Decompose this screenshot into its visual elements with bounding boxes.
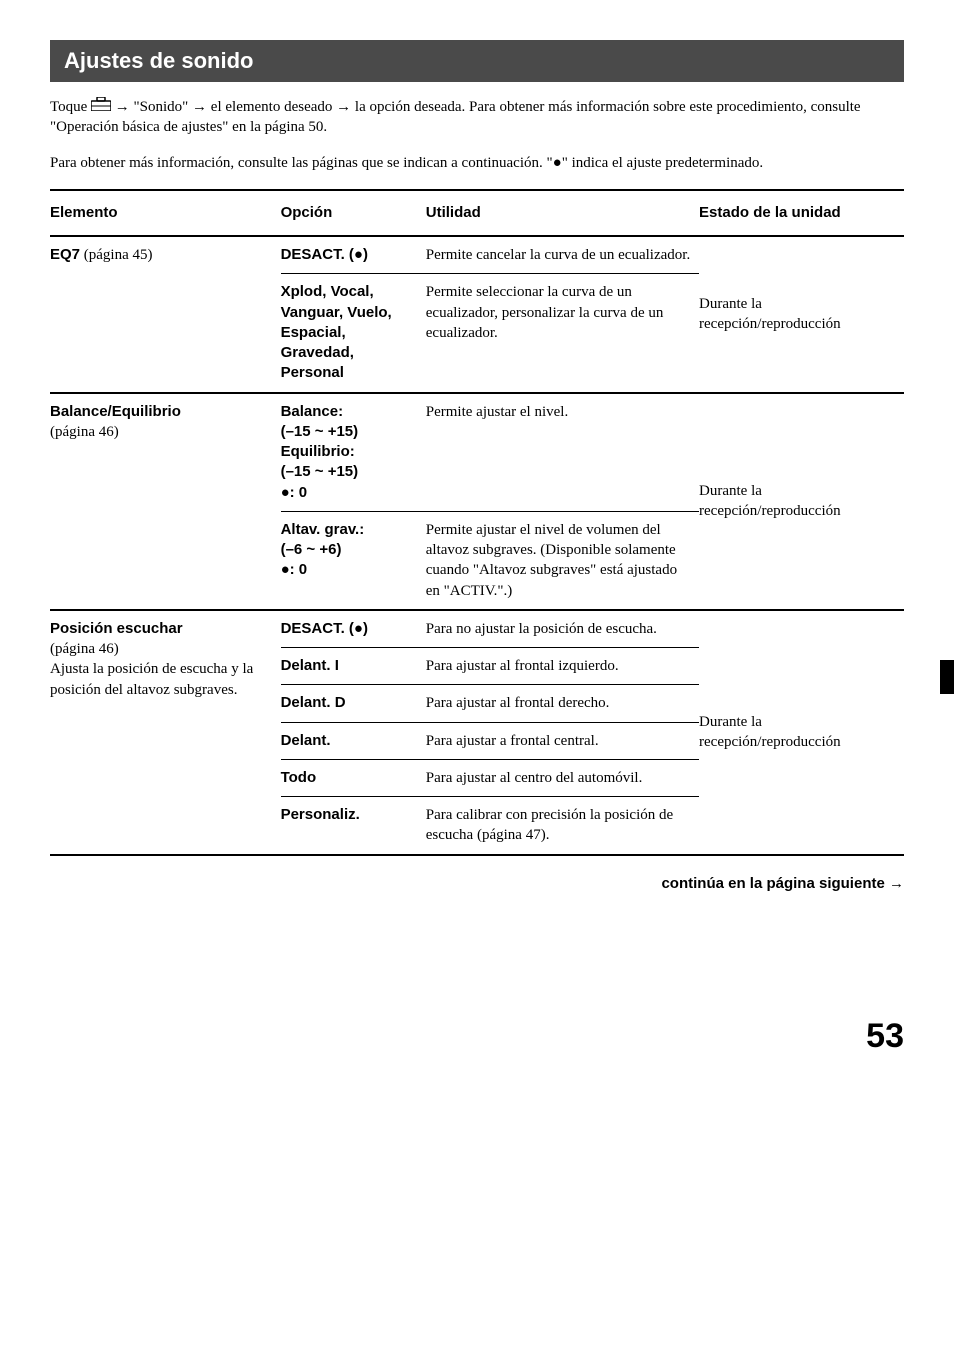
cell-opcion: Balance: (–15 ~ +15) Equilibrio: (–15 ~ … [281,393,426,512]
elemento-page: (página 45) [80,247,152,263]
cell-elemento: EQ7 (página 45) [50,236,281,393]
opt-line: (–15 ~ +15) [281,463,359,480]
opt-line: Altav. grav.: [281,521,365,538]
cell-estado: Durante la recepción/reproducción [699,236,904,393]
cell-utilidad: Para ajustar al frontal derecho. [426,685,699,722]
side-tab-marker [940,660,954,694]
default-bullet-icon: ● [553,154,562,171]
cell-elemento: Balance/Equilibrio (página 46) [50,393,281,610]
continue-arrow-icon: → [889,875,904,892]
cell-utilidad: Para ajustar a frontal central. [426,722,699,759]
cell-opcion: Personaliz. [281,797,426,855]
table-row: Posición escuchar (página 46) Ajusta la … [50,610,904,648]
opt-line: Equilibrio: [281,443,355,460]
cell-opcion: DESACT. (●) [281,610,426,648]
cell-estado: Durante la recepción/reproducción [699,393,904,610]
elemento-desc: Ajusta la posición de escucha y la posic… [50,661,253,697]
cell-utilidad: Para ajustar al frontal izquierdo. [426,648,699,685]
header-opcion: Opción [281,190,426,236]
cell-opcion: Xplod, Vocal, Vanguar, Vuelo, Espacial, … [281,274,426,393]
elemento-page: (página 46) [50,641,119,657]
cell-estado: Durante la recepción/reproducción [699,610,904,855]
opt-line: (–15 ~ +15) [281,423,359,440]
header-utilidad: Utilidad [426,190,699,236]
elemento-name: Balance/Equilibrio [50,403,181,420]
cell-opcion: Todo [281,759,426,796]
opt-line: ●: 0 [281,561,308,578]
page-number: 53 [50,1014,904,1060]
table-row: Balance/Equilibrio (página 46) Balance: … [50,393,904,512]
intro2-text-a: Para obtener más información, consulte l… [50,155,553,171]
cell-elemento: Posición escuchar (página 46) Ajusta la … [50,610,281,855]
cell-opcion: Delant. I [281,648,426,685]
arrow-3: → [336,98,351,115]
cell-utilidad: Permite ajustar el nivel de volumen del … [426,511,699,610]
continue-notice: continúa en la página siguiente → [50,874,904,894]
elemento-name: EQ7 [50,246,80,263]
cell-opcion: Altav. grav.: (–6 ~ +6) ●: 0 [281,511,426,610]
intro-paragraph-1: Toque → "Sonido" → el elemento deseado →… [50,97,904,138]
opt-line: (–6 ~ +6) [281,541,342,558]
cell-utilidad: Permite seleccionar la curva de un ecual… [426,274,699,393]
intro-text-a: Toque [50,99,91,115]
cell-utilidad: Para calibrar con precisión la posición … [426,797,699,855]
intro-paragraph-2: Para obtener más información, consulte l… [50,153,904,173]
cell-utilidad: Permite ajustar el nivel. [426,393,699,512]
cell-utilidad: Permite cancelar la curva de un ecualiza… [426,236,699,274]
intro-text-b: "Sonido" [134,99,193,115]
arrow-2: → [192,98,207,115]
header-elemento: Elemento [50,190,281,236]
intro-text-c: el elemento deseado [211,99,336,115]
elemento-page: (página 46) [50,424,119,440]
elemento-name: Posición escuchar [50,620,183,637]
table-row: EQ7 (página 45) DESACT. (●) Permite canc… [50,236,904,274]
opt-line: ●: 0 [281,484,308,501]
opt-line: Balance: [281,403,344,420]
section-title: Ajustes de sonido [50,40,904,82]
continue-text: continúa en la página siguiente [661,875,889,892]
cell-utilidad: Para no ajustar la posición de escucha. [426,610,699,648]
cell-utilidad: Para ajustar al centro del automóvil. [426,759,699,796]
header-estado: Estado de la unidad [699,190,904,236]
cell-opcion: Delant. [281,722,426,759]
settings-table: Elemento Opción Utilidad Estado de la un… [50,189,904,856]
toolbox-icon [91,97,111,117]
cell-opcion: DESACT. (●) [281,236,426,274]
arrow-1: → [115,98,130,115]
cell-opcion: Delant. D [281,685,426,722]
intro2-text-b: " indica el ajuste predeterminado. [562,155,763,171]
table-header-row: Elemento Opción Utilidad Estado de la un… [50,190,904,236]
